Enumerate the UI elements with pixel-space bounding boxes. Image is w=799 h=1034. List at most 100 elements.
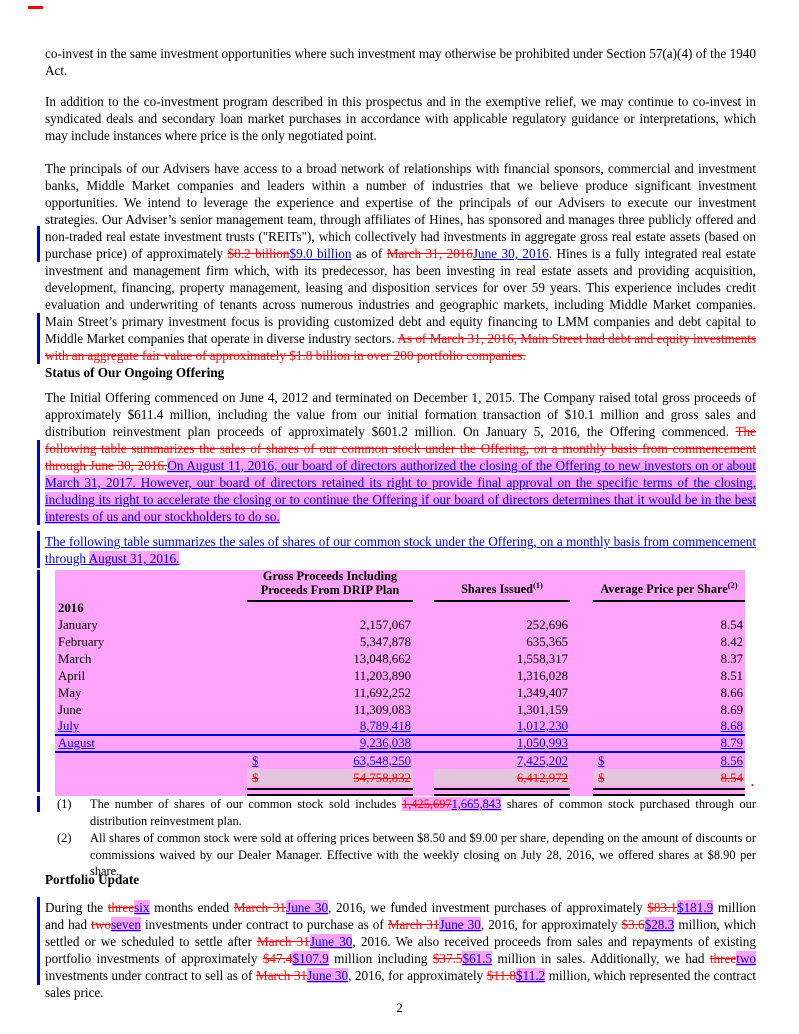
table-row: August 9,236,038 1,050,993 8.79 xyxy=(55,735,745,753)
footnote-number: (1) xyxy=(57,797,72,811)
double-rule xyxy=(434,788,570,796)
header-average-price: Average Price per Share(2) xyxy=(593,570,745,602)
month-cell: February xyxy=(58,635,105,649)
double-rule-row xyxy=(55,786,745,796)
shares-issued-cell: 1,012,230 xyxy=(434,718,570,736)
total-shares-cell: 6,412,972 xyxy=(434,769,570,786)
redline-mark xyxy=(28,6,43,9)
footnote-1: (1) The number of shares of our common s… xyxy=(57,796,756,829)
page-number: 2 xyxy=(396,1000,403,1015)
paragraph-advisers: The principals of our Advisers have acce… xyxy=(45,161,757,363)
spacer-cell xyxy=(413,701,434,718)
spacer-cell xyxy=(413,667,434,684)
table-header-row: Gross Proceeds Including Proceeds From D… xyxy=(55,569,745,602)
spacer-cell xyxy=(570,735,593,753)
average-price-cell: 8.37 xyxy=(720,652,743,666)
footnote-2: (2) All shares of common stock were sold… xyxy=(57,830,756,880)
heading-offering-status: Status of Our Ongoing Offering xyxy=(45,365,225,380)
month-cell: June xyxy=(58,703,82,717)
year-label: 2016 xyxy=(58,601,84,615)
paragraph-portfolio-update: During the threesix months ended March 3… xyxy=(45,900,756,1000)
table-row: May 11,692,252 1,349,407 8.66 xyxy=(55,684,745,701)
gross-proceeds-cell: 5,347,878 xyxy=(359,635,411,649)
total-shares-cell: 7,425,202 xyxy=(434,751,570,769)
gross-proceeds-cell: 11,309,083 xyxy=(353,703,411,717)
table-row: July 8,789,418 1,012,230 8.68 xyxy=(55,718,745,736)
shares-issued-cell: 1,558,317 xyxy=(516,652,568,666)
spacer-cell xyxy=(570,718,593,736)
double-rule xyxy=(247,788,413,796)
spacer-cell xyxy=(570,752,593,769)
spacer-cell xyxy=(413,769,434,786)
spacer-cell xyxy=(413,786,434,796)
spacer-cell xyxy=(413,633,434,650)
double-rule-cell xyxy=(593,786,745,796)
shares-issued-cell: 1,050,993 xyxy=(434,735,570,753)
average-price-cell: 8.42 xyxy=(720,635,743,649)
change-bar xyxy=(37,226,40,262)
total-row-new: $63,548,250 7,425,202 $8.56 xyxy=(55,751,745,769)
average-price-cell: 8.54 xyxy=(720,618,743,632)
heading-portfolio-update: Portfolio Update xyxy=(45,872,140,887)
spacer-cell xyxy=(570,650,593,667)
gross-proceeds-cell: 8,789,418 xyxy=(247,718,413,736)
spacer-cell xyxy=(413,684,434,701)
table-year-row: 2016 xyxy=(55,601,745,616)
average-price-cell: 8.68 xyxy=(593,718,745,736)
total-price-cell: $8.56 xyxy=(593,751,745,769)
spacer-cell xyxy=(413,735,434,753)
paragraph-syndicated: In addition to the co-investment program… xyxy=(45,94,756,143)
month-cell: April xyxy=(58,669,86,683)
gross-proceeds-cell: 9,236,038 xyxy=(247,735,413,753)
change-bar xyxy=(37,531,40,568)
double-rule-cell xyxy=(434,786,570,796)
average-price-cell: 8.69 xyxy=(720,703,743,717)
spacer-cell xyxy=(55,752,247,769)
spacer-cell xyxy=(413,718,434,736)
change-bar xyxy=(37,897,40,985)
double-rule-cell xyxy=(247,786,413,796)
shares-issued-cell: 635,365 xyxy=(526,635,568,649)
header-gross-proceeds: Gross Proceeds Including Proceeds From D… xyxy=(247,569,413,602)
gross-proceeds-cell: 2,157,067 xyxy=(359,618,411,632)
shares-issued-cell: 1,349,407 xyxy=(516,686,568,700)
spacer-cell xyxy=(413,752,434,769)
average-price-cell: 8.51 xyxy=(720,669,743,683)
double-rule xyxy=(593,788,745,796)
paragraph-co-invest: co-invest in the same investment opportu… xyxy=(45,46,756,78)
spacer-cell xyxy=(413,616,434,633)
average-price-cell: 8.66 xyxy=(720,686,743,700)
footnote-number: (2) xyxy=(57,831,72,845)
spacer-cell xyxy=(570,701,593,718)
spacer-cell xyxy=(570,633,593,650)
change-bar xyxy=(37,570,40,792)
spacer-cell xyxy=(570,769,593,786)
gross-proceeds-cell: 11,692,252 xyxy=(353,686,411,700)
table-row: April 11,203,890 1,316,028 8.51 xyxy=(55,667,745,684)
shares-issued-cell: 1,316,028 xyxy=(516,669,568,683)
month-cell: March xyxy=(58,652,92,666)
table-row: June 11,309,083 1,301,159 8.69 xyxy=(55,701,745,718)
average-price-cell: 8.79 xyxy=(593,735,745,753)
spacer-cell xyxy=(570,616,593,633)
shares-issued-cell: 252,696 xyxy=(526,618,568,632)
header-shares-issued: Shares Issued(1) xyxy=(434,570,570,602)
month-cell: May xyxy=(58,686,82,700)
paragraph-initial-offering: The Initial Offering commenced on June 4… xyxy=(45,390,756,524)
offering-sales-table: Gross Proceeds Including Proceeds From D… xyxy=(55,569,754,796)
total-price-cell: $8.54 xyxy=(593,769,745,786)
spacer-cell xyxy=(413,650,434,667)
change-bar xyxy=(37,440,40,525)
spacer-cell xyxy=(55,786,247,796)
table-row: March 13,048,662 1,558,317 8.37 xyxy=(55,650,745,667)
change-bar xyxy=(37,796,40,812)
footnote-text: The number of shares of our common stock… xyxy=(90,797,756,828)
total-row-old: $54,758,832 6,412,972 $8.54 xyxy=(55,769,745,786)
month-cell: January xyxy=(58,618,98,632)
spacer-cell xyxy=(570,684,593,701)
table-row: January 2,157,067 252,696 8.54 xyxy=(55,616,745,633)
trailing-period: . xyxy=(750,774,754,789)
spacer-cell xyxy=(55,769,247,786)
total-gross-cell: $54,758,832 xyxy=(247,769,413,786)
